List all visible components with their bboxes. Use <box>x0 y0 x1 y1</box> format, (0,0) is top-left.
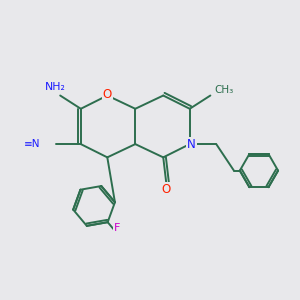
Text: N: N <box>187 138 196 151</box>
Text: F: F <box>113 223 120 233</box>
Text: CH₃: CH₃ <box>214 85 233 94</box>
Text: O: O <box>103 88 112 100</box>
Text: C: C <box>33 139 40 149</box>
Text: NH₂: NH₂ <box>45 82 66 92</box>
Text: ≡N: ≡N <box>23 139 40 149</box>
Text: O: O <box>162 183 171 196</box>
